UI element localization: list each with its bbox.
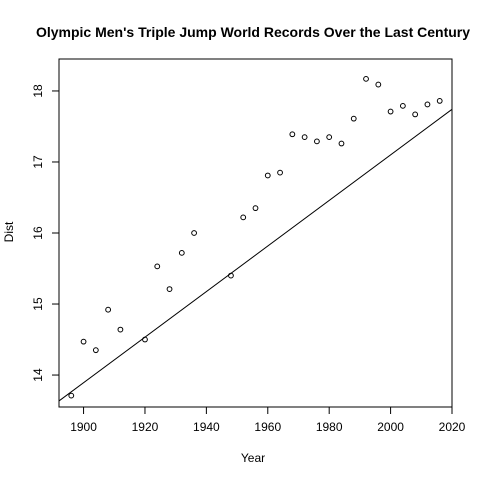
y-axis-label: Dist	[2, 221, 16, 242]
x-tick-label-1920: 1920	[132, 420, 159, 434]
chart-title: Olympic Men's Triple Jump World Records …	[36, 24, 470, 40]
data-point-2012	[424, 101, 431, 108]
data-point-1976	[314, 138, 320, 145]
data-point-1984	[338, 140, 345, 147]
data-point-1992	[363, 75, 369, 82]
data-point-1996	[375, 81, 382, 88]
data-point-1936	[191, 230, 197, 236]
regression-line	[58, 108, 453, 402]
data-point-1896	[68, 392, 75, 399]
data-point-1924	[154, 263, 161, 270]
y-axis: 14 15 16 17 18	[31, 84, 60, 382]
data-points	[68, 75, 443, 399]
y-tick-label-18: 18	[31, 84, 45, 98]
y-tick-label-17: 17	[31, 155, 45, 169]
x-tick-label-2020: 2020	[439, 420, 466, 434]
y-tick-label-16: 16	[31, 226, 45, 240]
x-tick-label-1960: 1960	[254, 420, 281, 434]
y-tick-label-15: 15	[31, 297, 45, 311]
x-tick-label-1900: 1900	[70, 420, 97, 434]
data-point-1928	[166, 286, 173, 293]
data-point-2008	[412, 111, 419, 118]
x-axis: 1900 1920 1940 1960 1980 2000 2020	[70, 406, 466, 434]
y-tick-label-14: 14	[31, 368, 45, 382]
data-point-1920	[142, 336, 148, 343]
x-tick-label-2000: 2000	[377, 420, 404, 434]
x-tick-label-1940: 1940	[193, 420, 220, 434]
data-point-2016	[436, 98, 443, 104]
x-axis-label: Year	[241, 451, 265, 465]
data-point-1968	[289, 131, 296, 138]
regression-line-layer	[58, 108, 453, 402]
data-point-1912	[117, 326, 124, 333]
data-point-1956	[252, 205, 259, 212]
data-point-1908	[105, 306, 112, 313]
data-point-2000	[387, 108, 394, 115]
data-point-1988	[350, 115, 357, 122]
data-point-1952	[240, 214, 247, 221]
x-tick-label-1980: 1980	[316, 420, 343, 434]
data-point-1964	[277, 169, 283, 176]
data-point-1960	[264, 172, 271, 179]
data-point-1904	[92, 347, 99, 354]
data-point-1980	[326, 134, 333, 141]
data-point-1948	[228, 272, 234, 279]
data-point-1900	[80, 338, 87, 345]
data-point-1932	[178, 249, 185, 256]
data-point-1972	[301, 134, 308, 141]
data-point-2004	[399, 102, 406, 109]
